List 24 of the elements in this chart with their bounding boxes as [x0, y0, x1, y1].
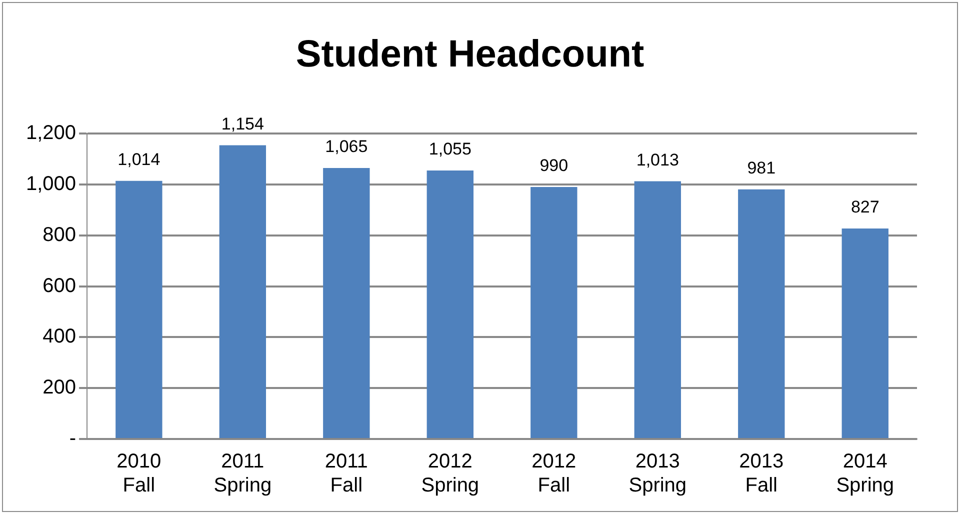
- data-label: 1,065: [325, 137, 368, 156]
- x-tick-label: 2011 Fall: [324, 450, 368, 497]
- y-tick-label: 200: [42, 376, 76, 399]
- data-label: 1,014: [118, 150, 160, 170]
- data-label: 1,055: [428, 140, 472, 159]
- y-tick-label: 400: [42, 326, 76, 348]
- data-label: 981: [747, 158, 776, 178]
- y-tick-label: 1,200: [26, 122, 76, 144]
- x-tick-label: 2011 Spring: [214, 450, 272, 497]
- data-label: 1,154: [221, 114, 264, 134]
- x-tick-label: 2012 Fall: [532, 450, 576, 497]
- y-tick-label: 600: [42, 274, 76, 297]
- x-tick-label: 2010 Fall: [116, 450, 162, 497]
- data-label: 990: [540, 156, 568, 176]
- x-tick-label: 2013 Fall: [739, 450, 784, 497]
- y-tick-label: 1,000: [26, 173, 76, 196]
- data-label: 1,013: [636, 150, 679, 170]
- y-tick-label: -: [69, 428, 76, 450]
- x-tick-label: 2012 Spring: [421, 450, 480, 497]
- y-tick-label: 800: [42, 224, 76, 246]
- x-tick-label: 2014 Spring: [836, 450, 894, 497]
- data-label: 827: [850, 198, 880, 217]
- x-tick-label: 2013 Spring: [628, 450, 687, 497]
- chart-title: Student Headcount: [296, 33, 645, 76]
